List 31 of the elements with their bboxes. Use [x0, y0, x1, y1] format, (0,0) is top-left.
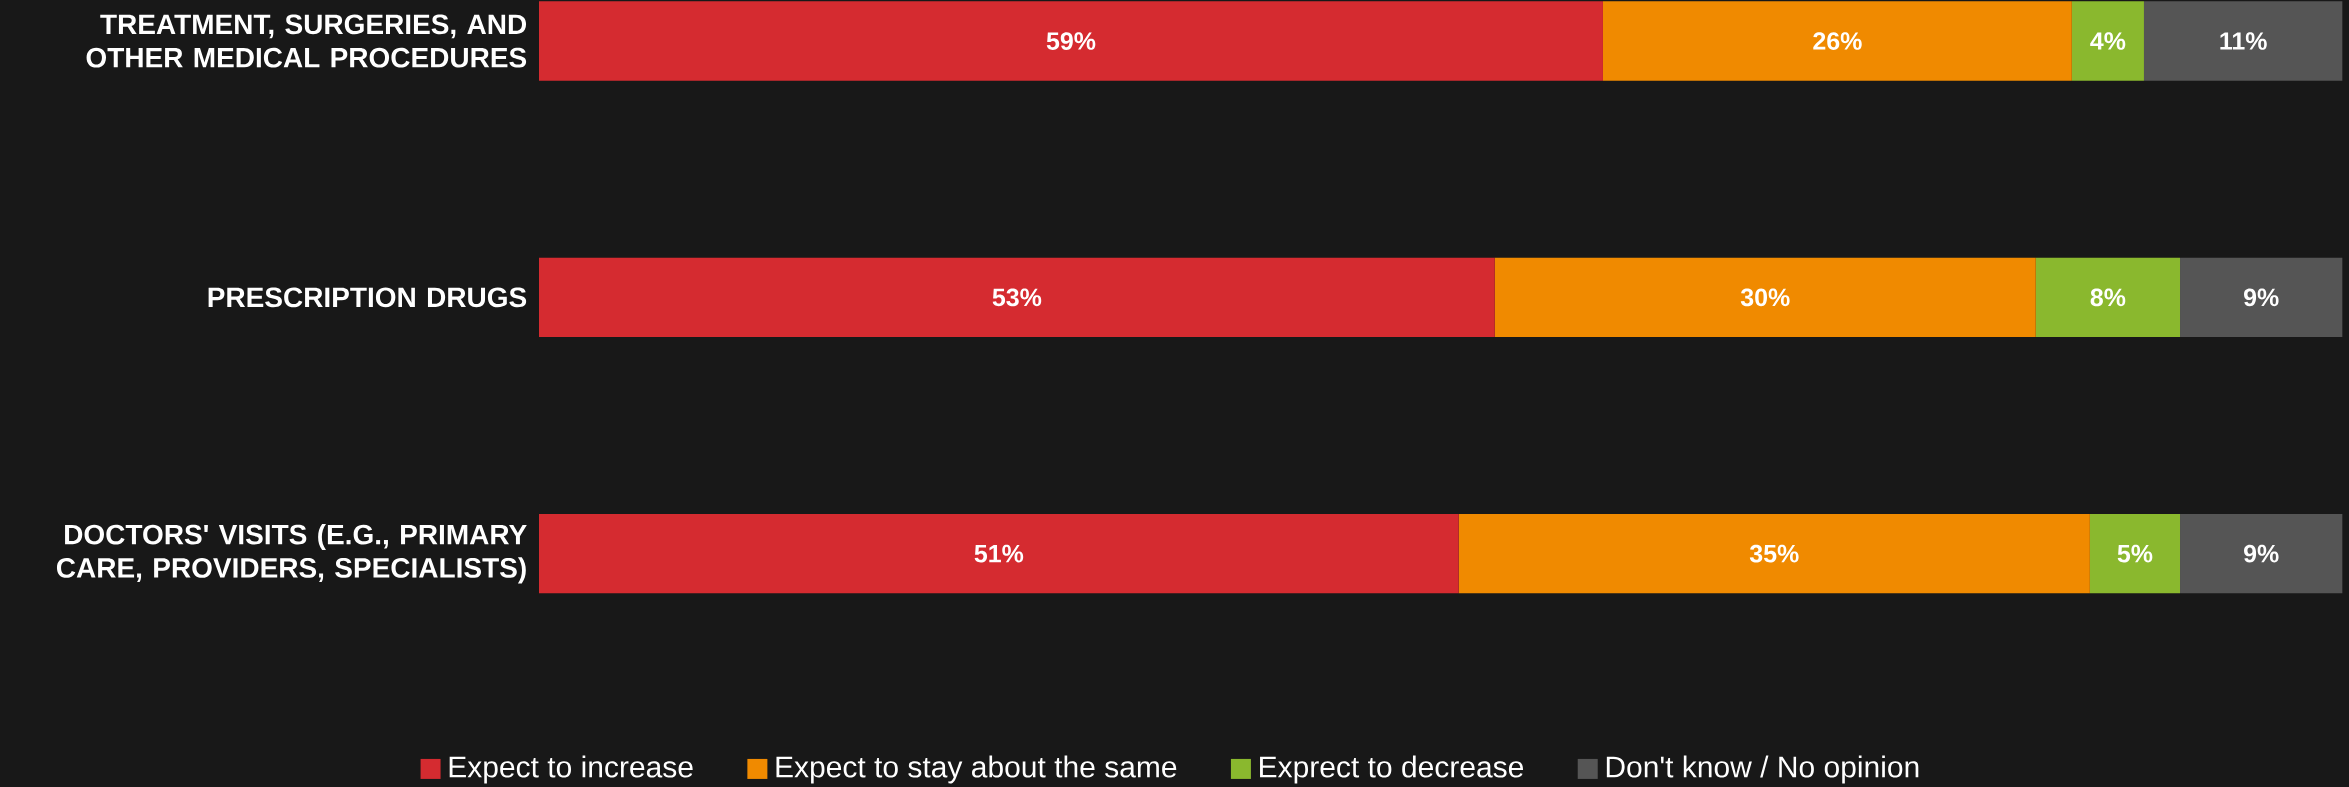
- bar: [538, 514, 1459, 594]
- bar: [2180, 514, 2343, 594]
- legend-label: Exprect to decrease: [1260, 755, 1524, 784]
- legend-label: Expect to stay about the same: [776, 755, 1177, 784]
- data-label: 5%: [2117, 544, 2153, 563]
- bar: [2089, 514, 2181, 594]
- y-tick-label: TREATMENT, SURGERIES, AND OTHER MEDICAL PROCEDURES: [86, 14, 527, 68]
- data-label: 9%: [2244, 288, 2279, 307]
- data-label: 30%: [1740, 288, 1790, 307]
- data-label: 35%: [1749, 544, 1799, 563]
- data-label: 11%: [2220, 32, 2267, 50]
- legend-label: Don't know / No opinion: [1606, 755, 1919, 784]
- data-label: 51%: [974, 544, 1024, 563]
- bar: [1458, 514, 2090, 594]
- bar: [538, 1, 1603, 81]
- bar: [2035, 257, 2181, 338]
- y-tick-label: DOCTORS' VISITS (E.G., PRIMARY CARE, PROVIDERS, SPECIALISTS): [56, 523, 527, 584]
- bar: [2071, 1, 2144, 81]
- data-label: 59%: [1046, 32, 1096, 50]
- bar: [1602, 1, 2072, 81]
- legend-label: Expect to increase: [449, 755, 693, 784]
- data-label: 8%: [2090, 288, 2126, 307]
- y-tick-label: PRESCRIPTION DRUGS: [208, 287, 527, 308]
- data-label: 26%: [1813, 32, 1862, 50]
- data-label: 53%: [992, 288, 1042, 307]
- data-label: 4%: [2090, 32, 2126, 50]
- bar: [1494, 257, 2036, 338]
- data-label: 9%: [2244, 544, 2279, 563]
- bar: [2143, 1, 2343, 81]
- bar: [2180, 257, 2343, 338]
- bar: [538, 257, 1495, 338]
